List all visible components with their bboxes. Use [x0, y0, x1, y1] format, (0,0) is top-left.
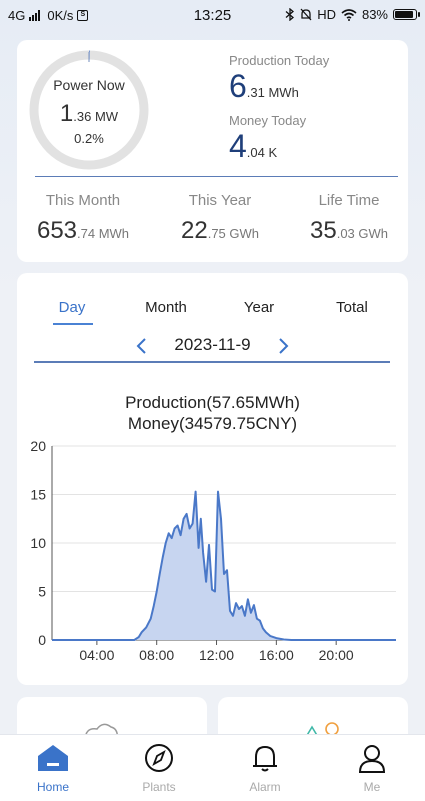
money-today-label: Money Today [229, 113, 307, 128]
power-now-value: 1 [59, 100, 74, 127]
y-tick-label: 10 [30, 535, 46, 551]
battery-icon [393, 9, 420, 20]
nav-plants[interactable]: Plants [129, 743, 189, 794]
x-tick-label: 08:00 [139, 647, 174, 663]
tab-day-underline [53, 323, 93, 325]
life-time-unit: .03 GWh [336, 226, 388, 241]
money-today-group: 4.04 K [229, 128, 277, 165]
status-bar: 4G 0K/s S 13:25 HD 83% [0, 0, 425, 30]
production-today-group: 6.31 MWh [229, 68, 299, 105]
wifi-icon [341, 8, 357, 21]
nav-home[interactable]: Home [23, 743, 83, 794]
tab-day[interactable]: Day [58, 299, 86, 316]
power-now-label: Power Now [53, 77, 125, 93]
chart-title-money: Money(34579.75CNY) [127, 414, 298, 433]
x-tick-label: 16:00 [259, 647, 294, 663]
y-tick-label: 0 [38, 632, 46, 648]
prev-date-chevron-icon[interactable] [135, 337, 149, 355]
production-today-label: Production Today [229, 53, 330, 68]
summary-card: Power Now 1.36 MW 0.2% Production Today … [17, 40, 408, 262]
stat-this-year: This Year 22.75 GWh [160, 192, 280, 245]
battery-percent: 83% [361, 7, 388, 22]
bluetooth-icon [285, 8, 295, 21]
person-icon [358, 745, 386, 773]
y-tick-label: 15 [30, 487, 46, 503]
power-now-percent: 0.2% [74, 131, 104, 146]
nav-alarm-label: Alarm [249, 780, 281, 794]
summary-divider [35, 176, 398, 177]
production-today-unit: .31 MWh [246, 85, 299, 100]
this-month-label: This Month [45, 192, 121, 209]
money-today-unit: .04 K [246, 145, 278, 160]
this-year-unit: .75 GWh [207, 226, 259, 241]
power-gauge [29, 50, 149, 170]
home-icon [38, 745, 68, 771]
status-time: 13:25 [193, 7, 232, 24]
cloud-icon [84, 723, 119, 741]
bottom-nav: Home Plants Alarm Me [0, 734, 425, 801]
this-month-value: 653 [36, 217, 78, 244]
app-notification-icon: S [77, 10, 89, 21]
date-divider [34, 361, 390, 363]
production-area [52, 491, 396, 640]
stat-this-month: This Month 653.74 MWh [23, 192, 143, 245]
money-today-value: 4 [229, 128, 247, 164]
y-tick-label: 5 [38, 584, 46, 600]
nav-me-label: Me [363, 780, 381, 794]
production-today-value: 6 [229, 68, 247, 104]
this-month-unit: .74 MWh [77, 226, 130, 241]
bell-icon [253, 745, 277, 772]
stat-life-time: Life Time 35.03 GWh [289, 192, 409, 245]
next-date-chevron-icon[interactable] [276, 337, 290, 355]
power-now-unit: .36 MW [73, 109, 119, 124]
nav-home-label: Home [36, 780, 69, 794]
selected-date[interactable]: 2023-11-9 [174, 335, 251, 354]
nav-me[interactable]: Me [342, 743, 402, 794]
x-tick-label: 04:00 [79, 647, 114, 663]
tab-year[interactable]: Year [243, 299, 275, 316]
x-tick-label: 12:00 [199, 647, 234, 663]
hd-label: HD [317, 7, 336, 22]
network-label: 4G [8, 8, 26, 23]
this-year-value: 22 [181, 217, 208, 244]
production-line [52, 490, 396, 641]
x-tick-label: 20:00 [319, 647, 354, 663]
tab-total[interactable]: Total [336, 299, 368, 316]
y-tick-label: 20 [30, 438, 46, 454]
chart-title-production: Production(57.65MWh) [125, 393, 300, 412]
tab-month[interactable]: Month [145, 299, 187, 316]
life-time-value: 35 [310, 217, 337, 244]
chart-card: Day Month Year Total 2023-11-9 Productio… [17, 273, 408, 685]
this-year-label: This Year [188, 192, 252, 209]
power-now-value-group: 1.36 MW [27, 100, 151, 128]
production-chart[interactable]: 0 5 10 15 20 04:00 08:00 12:00 16:00 20:00 [17, 433, 408, 673]
life-time-label: Life Time [318, 192, 380, 209]
nav-alarm[interactable]: Alarm [235, 743, 295, 794]
signal-icon [29, 10, 41, 21]
mute-bell-icon [300, 8, 312, 21]
network-speed: 0K/s [47, 8, 74, 23]
compass-icon [145, 744, 173, 772]
nav-plants-label: Plants [142, 780, 176, 794]
